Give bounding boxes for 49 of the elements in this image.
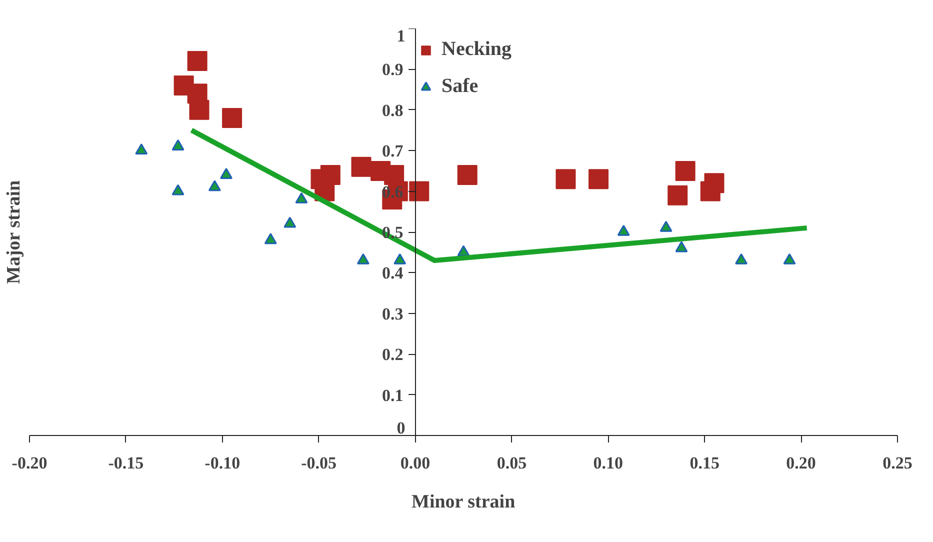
point: [675, 241, 688, 252]
y-tick-label: 0: [396, 418, 406, 438]
point: [783, 253, 796, 264]
x-tick-label: 0.10: [593, 454, 624, 472]
y-tick-label: 0.9: [382, 60, 404, 80]
y-tick-label: 0.8: [382, 100, 404, 120]
point: [660, 220, 672, 232]
y-tick-label: 0.2: [382, 345, 404, 364]
x-tick-label: 0.00: [400, 454, 430, 472]
point: [457, 165, 478, 186]
point: [700, 181, 720, 202]
point: [675, 160, 696, 181]
x-tick-label: -0.20: [12, 454, 48, 472]
x-tick-label: 0.15: [690, 454, 720, 472]
point: [409, 181, 430, 202]
y-tick-label: 0.3: [382, 304, 404, 324]
point: [356, 253, 370, 264]
point: [295, 192, 308, 204]
x-tick-label: -0.05: [301, 454, 337, 472]
x-axis-title: Minor strain: [412, 492, 516, 512]
x-tick-label: -0.10: [204, 454, 240, 472]
point: [588, 169, 609, 190]
point: [135, 144, 148, 155]
point: [556, 169, 576, 190]
legend-label: Safe: [442, 75, 478, 98]
point: [284, 216, 296, 228]
point: [172, 184, 184, 196]
point: [208, 180, 221, 192]
point: [617, 224, 630, 236]
point: [187, 51, 208, 72]
y-tick-label: 0.7: [382, 142, 404, 161]
legend-label: Necking: [442, 38, 512, 61]
point: [735, 253, 748, 264]
point: [668, 185, 688, 206]
point: [222, 108, 242, 128]
y-tick-label: 0.4: [382, 264, 404, 283]
y-tick-label: 0.6: [382, 182, 404, 202]
y-tick-label: 0.1: [382, 386, 404, 405]
x-tick-label: 0.25: [882, 454, 912, 472]
x-tick-label: 0.20: [786, 454, 816, 472]
x-tick-label: 0.05: [496, 454, 527, 472]
y-tick-label: 1: [396, 26, 406, 46]
x-tick-label: -0.15: [108, 454, 144, 472]
point: [351, 156, 372, 177]
point: [220, 168, 232, 179]
y-axis-title: Major strain: [4, 180, 24, 284]
point: [394, 253, 406, 264]
point: [189, 100, 210, 120]
point: [264, 233, 277, 244]
